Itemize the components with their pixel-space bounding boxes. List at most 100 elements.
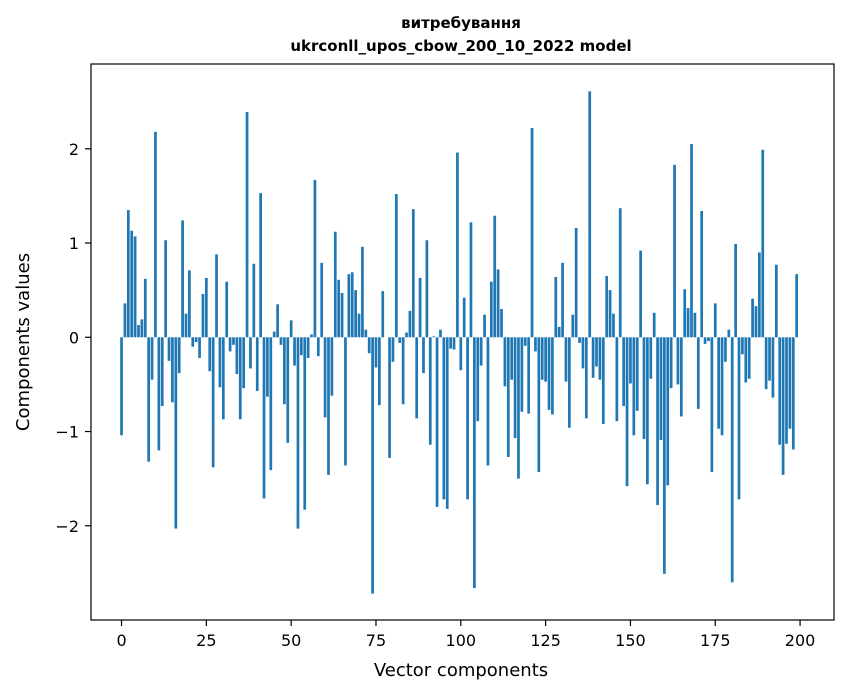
y-tick-label: 2 xyxy=(69,140,79,159)
bar xyxy=(473,337,476,588)
bar xyxy=(374,337,378,368)
bar xyxy=(724,337,727,362)
bar xyxy=(489,281,493,338)
y-tick-label: −2 xyxy=(55,517,79,536)
bar xyxy=(306,337,310,359)
y-axis-ticks: −2 −1 0 1 2 xyxy=(55,140,91,536)
bar xyxy=(737,337,741,500)
bar xyxy=(510,337,514,380)
bar xyxy=(425,240,429,338)
bar xyxy=(188,270,191,338)
bar xyxy=(598,337,602,380)
bar xyxy=(710,337,714,473)
bar xyxy=(564,337,568,382)
bar xyxy=(676,337,680,385)
bar xyxy=(771,337,775,398)
bar xyxy=(618,208,622,338)
bar xyxy=(629,337,632,384)
bar xyxy=(361,246,364,338)
bar xyxy=(774,264,778,338)
bar xyxy=(296,337,300,529)
bar xyxy=(266,337,269,397)
bar xyxy=(534,337,537,352)
bar xyxy=(143,278,147,338)
chart-title: витребування xyxy=(401,14,521,32)
bar xyxy=(612,313,615,338)
bar xyxy=(517,337,520,479)
bar xyxy=(391,337,395,362)
bar xyxy=(581,337,585,369)
bar xyxy=(147,337,151,462)
bar xyxy=(679,337,683,417)
bar xyxy=(666,337,670,486)
bar xyxy=(367,337,371,354)
bar xyxy=(544,337,547,382)
bar xyxy=(442,337,446,500)
bar xyxy=(221,337,225,420)
bar xyxy=(578,337,581,343)
x-tick-label: 100 xyxy=(446,631,477,650)
bar xyxy=(126,210,130,338)
bar xyxy=(378,337,381,406)
bar xyxy=(649,337,653,379)
bar xyxy=(333,231,337,338)
bar xyxy=(347,274,351,338)
bar xyxy=(357,313,361,338)
bar xyxy=(727,329,731,338)
bar xyxy=(673,164,676,338)
bar xyxy=(768,337,771,381)
bar xyxy=(225,281,229,338)
bar xyxy=(198,337,201,359)
bar xyxy=(754,306,758,338)
bar xyxy=(208,337,212,372)
bar xyxy=(523,337,527,346)
bar xyxy=(703,337,707,344)
bar xyxy=(418,277,422,338)
x-tick-label: 50 xyxy=(281,631,301,650)
bar xyxy=(459,337,463,371)
bar xyxy=(574,227,578,338)
bar xyxy=(584,337,588,419)
bar xyxy=(713,303,717,338)
bar xyxy=(171,337,174,403)
bar xyxy=(120,337,123,436)
bar xyxy=(795,274,799,338)
bar xyxy=(720,337,724,436)
bar xyxy=(496,269,500,338)
bar xyxy=(133,236,137,338)
bar xyxy=(466,337,469,500)
bar xyxy=(591,337,595,378)
bar xyxy=(432,336,436,338)
bar xyxy=(758,252,761,338)
bar xyxy=(327,337,330,475)
bar xyxy=(781,337,785,475)
bar xyxy=(778,337,782,445)
bar xyxy=(181,220,184,338)
bar xyxy=(747,337,751,379)
y-tick-label: 1 xyxy=(69,234,79,253)
bar xyxy=(551,337,554,415)
bar xyxy=(568,337,571,428)
bar xyxy=(595,337,598,367)
bar xyxy=(791,337,795,450)
bar xyxy=(693,312,697,338)
bar xyxy=(364,329,368,338)
bar xyxy=(354,290,357,338)
bar xyxy=(479,337,483,366)
bar xyxy=(506,337,510,457)
bar xyxy=(337,279,341,338)
bar xyxy=(761,149,765,338)
bar xyxy=(405,332,408,338)
bar xyxy=(422,337,425,374)
bar xyxy=(215,254,218,338)
bar xyxy=(717,337,720,429)
bar xyxy=(140,319,144,338)
bar xyxy=(456,152,459,338)
bar xyxy=(154,131,157,338)
bar xyxy=(228,337,232,352)
bar xyxy=(238,337,242,420)
bar xyxy=(608,290,612,338)
bar xyxy=(259,193,262,338)
x-tick-label: 125 xyxy=(530,631,561,650)
